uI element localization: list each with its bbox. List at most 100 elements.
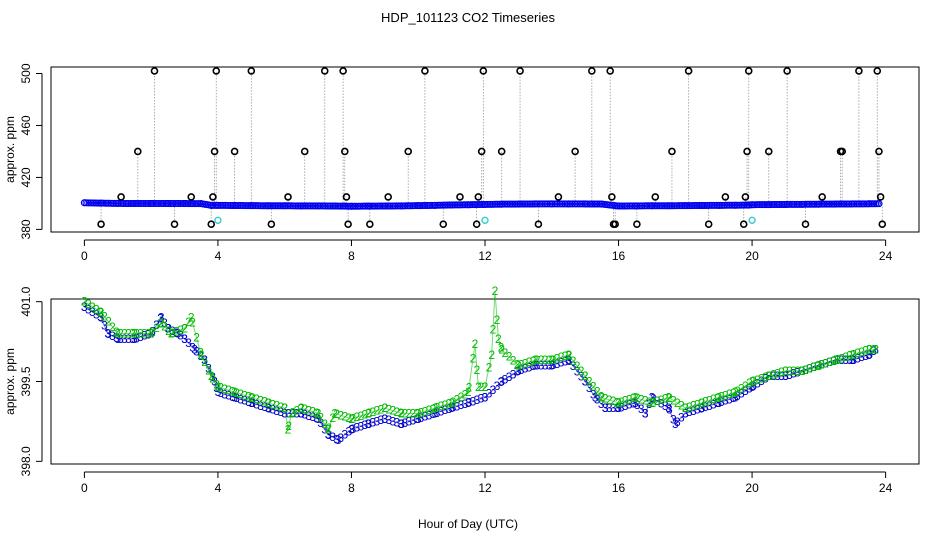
baseline-data-point xyxy=(765,201,773,209)
series-data-point-2: 2 xyxy=(632,390,639,404)
series-marker-2: 2 xyxy=(738,381,745,395)
series-marker-2: 2 xyxy=(373,404,380,418)
series-data-point-3: 3 xyxy=(482,390,489,404)
baseline-data-point xyxy=(264,202,272,210)
series-marker-3: 3 xyxy=(746,382,753,396)
excursion-point xyxy=(744,67,753,75)
excursion-point xyxy=(339,67,347,75)
excursion-point xyxy=(479,67,488,75)
series-data-point-2: 2 xyxy=(498,343,505,357)
excursion-point xyxy=(497,147,506,156)
series-marker-3: 3 xyxy=(281,406,288,420)
series-marker-2: 2 xyxy=(702,395,709,409)
series-marker-3: 3 xyxy=(213,381,220,395)
series-marker-3: 3 xyxy=(161,316,168,330)
series-data-point-3: 3 xyxy=(592,390,599,404)
series-marker-2: 2 xyxy=(361,408,368,422)
series-marker-2: 2 xyxy=(490,322,497,336)
series-marker-3: 3 xyxy=(398,417,405,431)
series-marker-2: 2 xyxy=(121,327,128,341)
baseline-data-point xyxy=(648,202,656,210)
series-marker-3: 3 xyxy=(317,416,324,430)
excursion-point xyxy=(456,193,464,201)
excursion-point xyxy=(741,193,750,201)
series-marker-2: 2 xyxy=(634,391,641,405)
series-marker-3: 3 xyxy=(734,389,741,403)
baseline-data-point xyxy=(314,202,322,210)
series-marker-2: 2 xyxy=(798,364,805,378)
series-marker-3: 3 xyxy=(610,401,617,415)
chart-title: HDP_101123 CO2 Timeseries xyxy=(381,10,555,25)
series-data-point-2: 2 xyxy=(582,369,589,383)
series-data-point-2: 2 xyxy=(265,396,272,410)
series-marker-3: 3 xyxy=(93,308,100,322)
series-data-point-2: 2 xyxy=(465,385,472,399)
baseline-data-point xyxy=(247,202,255,210)
series-marker-3: 3 xyxy=(582,375,589,389)
series-data-point-3: 3 xyxy=(348,422,355,436)
series-marker-3: 3 xyxy=(406,415,413,429)
series-marker-2: 2 xyxy=(289,406,296,420)
baseline-data-point xyxy=(514,200,522,208)
excursion-point xyxy=(97,220,105,229)
series-marker-2: 2 xyxy=(770,368,777,382)
series-marker-3: 3 xyxy=(265,401,272,415)
series-marker-3: 3 xyxy=(402,416,409,430)
series-data-point-2: 2 xyxy=(682,401,689,415)
series-data-point-3: 3 xyxy=(298,406,305,420)
series-marker-2: 2 xyxy=(422,404,429,418)
series-marker-2: 2 xyxy=(778,365,785,379)
series-marker-2: 2 xyxy=(742,379,749,393)
series-marker-3: 3 xyxy=(630,396,637,410)
series-marker-2: 2 xyxy=(662,392,669,406)
series-marker-3: 3 xyxy=(842,353,849,367)
series-marker-3: 3 xyxy=(185,336,192,350)
series-marker-3: 3 xyxy=(474,393,481,407)
y-tick-label: 460 xyxy=(19,115,33,135)
series-marker-3: 3 xyxy=(854,352,861,366)
excursion-point xyxy=(783,67,791,75)
series-data-point-3: 3 xyxy=(165,321,172,335)
series-marker-3: 3 xyxy=(121,332,128,346)
series-marker-3: 3 xyxy=(197,349,204,363)
series-marker-2: 2 xyxy=(301,402,308,416)
series-marker-3: 3 xyxy=(365,417,372,431)
baseline-data-point xyxy=(731,201,739,209)
series-marker-2: 2 xyxy=(478,380,485,394)
series-marker-3: 3 xyxy=(866,347,873,361)
series-marker-2: 2 xyxy=(638,392,645,406)
series-data-point-3: 3 xyxy=(565,353,572,367)
baseline-data-point xyxy=(498,200,506,208)
excursion-point xyxy=(588,67,596,75)
series-marker-2: 2 xyxy=(870,343,877,357)
series-marker-2: 2 xyxy=(830,354,837,368)
series-data-point-3: 3 xyxy=(672,417,679,431)
excursion-point xyxy=(608,193,616,201)
series-data-point-3: 3 xyxy=(335,433,342,447)
series-marker-2: 2 xyxy=(105,315,112,329)
baseline-data-point xyxy=(865,200,873,208)
x-tick-label: 16 xyxy=(612,481,626,495)
series-marker-2: 2 xyxy=(526,355,533,369)
series-data-point-2: 2 xyxy=(832,353,839,367)
series-marker-3: 3 xyxy=(229,390,236,404)
series-marker-3: 3 xyxy=(774,369,781,383)
series-marker-2: 2 xyxy=(329,411,336,425)
excursion-point xyxy=(878,220,887,229)
baseline-data-point xyxy=(381,202,389,210)
series-marker-2: 2 xyxy=(177,323,184,337)
baseline-data-point xyxy=(481,200,489,208)
series-marker-2: 2 xyxy=(133,327,140,341)
series-marker-2: 2 xyxy=(554,352,561,366)
series-data-point-2: 2 xyxy=(248,390,255,404)
baseline-data-point xyxy=(281,202,289,210)
series-marker-3: 3 xyxy=(690,404,697,418)
series-marker-2: 2 xyxy=(550,353,557,367)
series-data-point-2: 2 xyxy=(208,369,215,383)
series-marker-2: 2 xyxy=(582,369,589,383)
baseline-data-point xyxy=(431,201,439,209)
series-data-point-2: 2 xyxy=(472,337,479,351)
series-marker-3: 3 xyxy=(550,358,557,372)
series-data-point-2: 2 xyxy=(782,364,789,378)
